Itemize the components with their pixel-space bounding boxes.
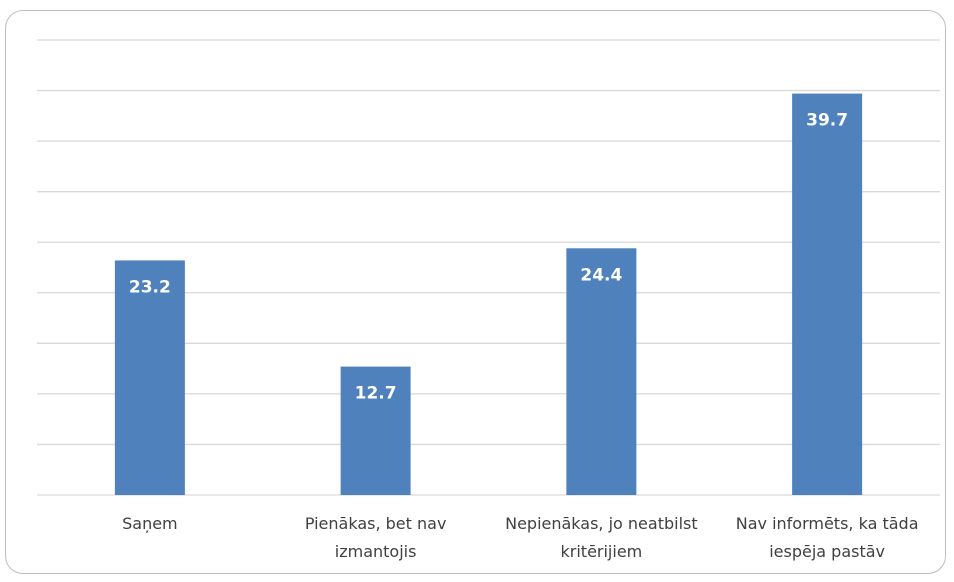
x-tick-label: Nepienākas, jo neatbilst kritērijiem bbox=[505, 514, 698, 561]
value-label: 23.2 bbox=[129, 277, 171, 297]
value-label: 24.4 bbox=[580, 265, 622, 285]
value-label: 39.7 bbox=[806, 111, 848, 131]
x-tick-label: Nav informēts, ka tāda iespēja pastāv bbox=[735, 514, 919, 561]
x-tick-label: Pienākas, bet nav izmantojis bbox=[304, 514, 447, 561]
bar bbox=[566, 248, 637, 495]
bar bbox=[340, 366, 411, 495]
value-label: 12.7 bbox=[355, 384, 397, 404]
bar bbox=[114, 260, 185, 495]
chart-frame bbox=[5, 10, 946, 574]
x-tick-label: Saņem bbox=[122, 514, 178, 533]
bar bbox=[792, 93, 863, 495]
